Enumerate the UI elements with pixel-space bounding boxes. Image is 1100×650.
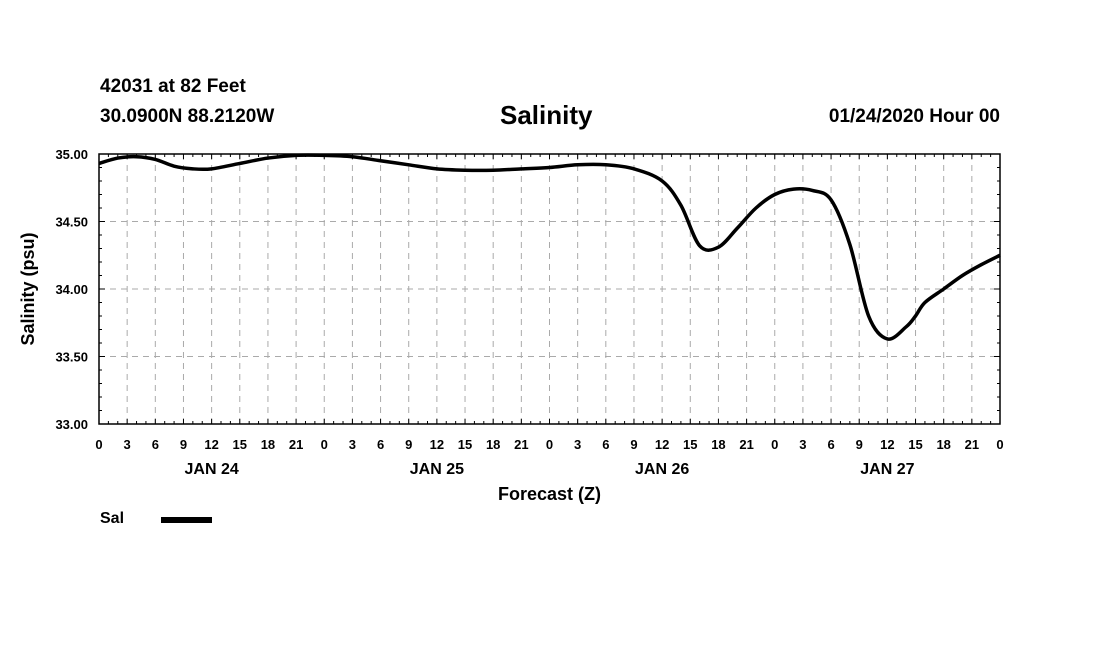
- x-tick-label: 12: [430, 437, 444, 452]
- x-tick-label: 18: [486, 437, 500, 452]
- series-line-sal: [98, 153, 1001, 341]
- y-tick-label: 35.00: [55, 147, 88, 162]
- y-tick-label: 34.50: [55, 215, 88, 230]
- station-label: 42031 at 82 Feet: [100, 76, 246, 97]
- x-tick-label: 0: [95, 437, 102, 452]
- legend-swatch: [161, 517, 212, 523]
- axis-ticks: [98, 153, 1001, 425]
- x-tick-label: 15: [458, 437, 472, 452]
- tick-labels: 0 3 6 9 12 15 18 21 0 3 6 9 12 15 18 21 0 3 6 9 12 15 18 21 0 3 6 9…: [55, 147, 1003, 478]
- y-axis-title: Salinity (psu): [18, 232, 38, 345]
- x-tick-label: 18: [711, 437, 725, 452]
- y-tick-label: 33.50: [55, 350, 88, 365]
- x-tick-label: 12: [204, 437, 218, 452]
- x-tick-label: 0: [996, 437, 1003, 452]
- y-tick-label: 33.00: [55, 417, 88, 432]
- x-tick-label: 0: [546, 437, 553, 452]
- day-label: JAN 25: [410, 461, 464, 478]
- x-tick-label: 15: [233, 437, 247, 452]
- y-tick-label: 34.00: [55, 282, 88, 297]
- x-tick-label: 3: [124, 437, 131, 452]
- x-tick-label: 9: [630, 437, 637, 452]
- chart-title: Salinity: [500, 100, 593, 130]
- x-tick-label: 9: [405, 437, 412, 452]
- x-tick-label: 15: [908, 437, 922, 452]
- x-tick-label: 3: [574, 437, 581, 452]
- coordinates-label: 30.0900N 88.2120W: [100, 106, 275, 127]
- day-label: JAN 27: [860, 461, 914, 478]
- x-tick-label: 21: [289, 437, 303, 452]
- x-tick-label: 6: [827, 437, 834, 452]
- x-tick-label: 21: [739, 437, 753, 452]
- x-tick-label: 18: [936, 437, 950, 452]
- x-tick-label: 6: [602, 437, 609, 452]
- x-tick-label: 21: [965, 437, 979, 452]
- x-tick-label: 12: [655, 437, 669, 452]
- x-tick-label: 3: [799, 437, 806, 452]
- x-tick-label: 9: [856, 437, 863, 452]
- grid-lines: [99, 154, 1000, 424]
- x-axis-title: Forecast (Z): [498, 484, 601, 504]
- x-tick-label: 0: [321, 437, 328, 452]
- x-tick-label: 18: [261, 437, 275, 452]
- day-label: JAN 26: [635, 461, 689, 478]
- x-tick-label: 12: [880, 437, 894, 452]
- x-tick-label: 21: [514, 437, 528, 452]
- x-tick-label: 6: [152, 437, 159, 452]
- x-tick-label: 0: [771, 437, 778, 452]
- forecast-datetime: 01/24/2020 Hour 00: [828, 106, 1000, 127]
- x-tick-label: 6: [377, 437, 384, 452]
- legend-label: Sal: [100, 510, 125, 527]
- day-label: JAN 24: [185, 461, 239, 478]
- x-tick-label: 3: [349, 437, 356, 452]
- x-tick-label: 9: [180, 437, 187, 452]
- x-tick-label: 15: [683, 437, 697, 452]
